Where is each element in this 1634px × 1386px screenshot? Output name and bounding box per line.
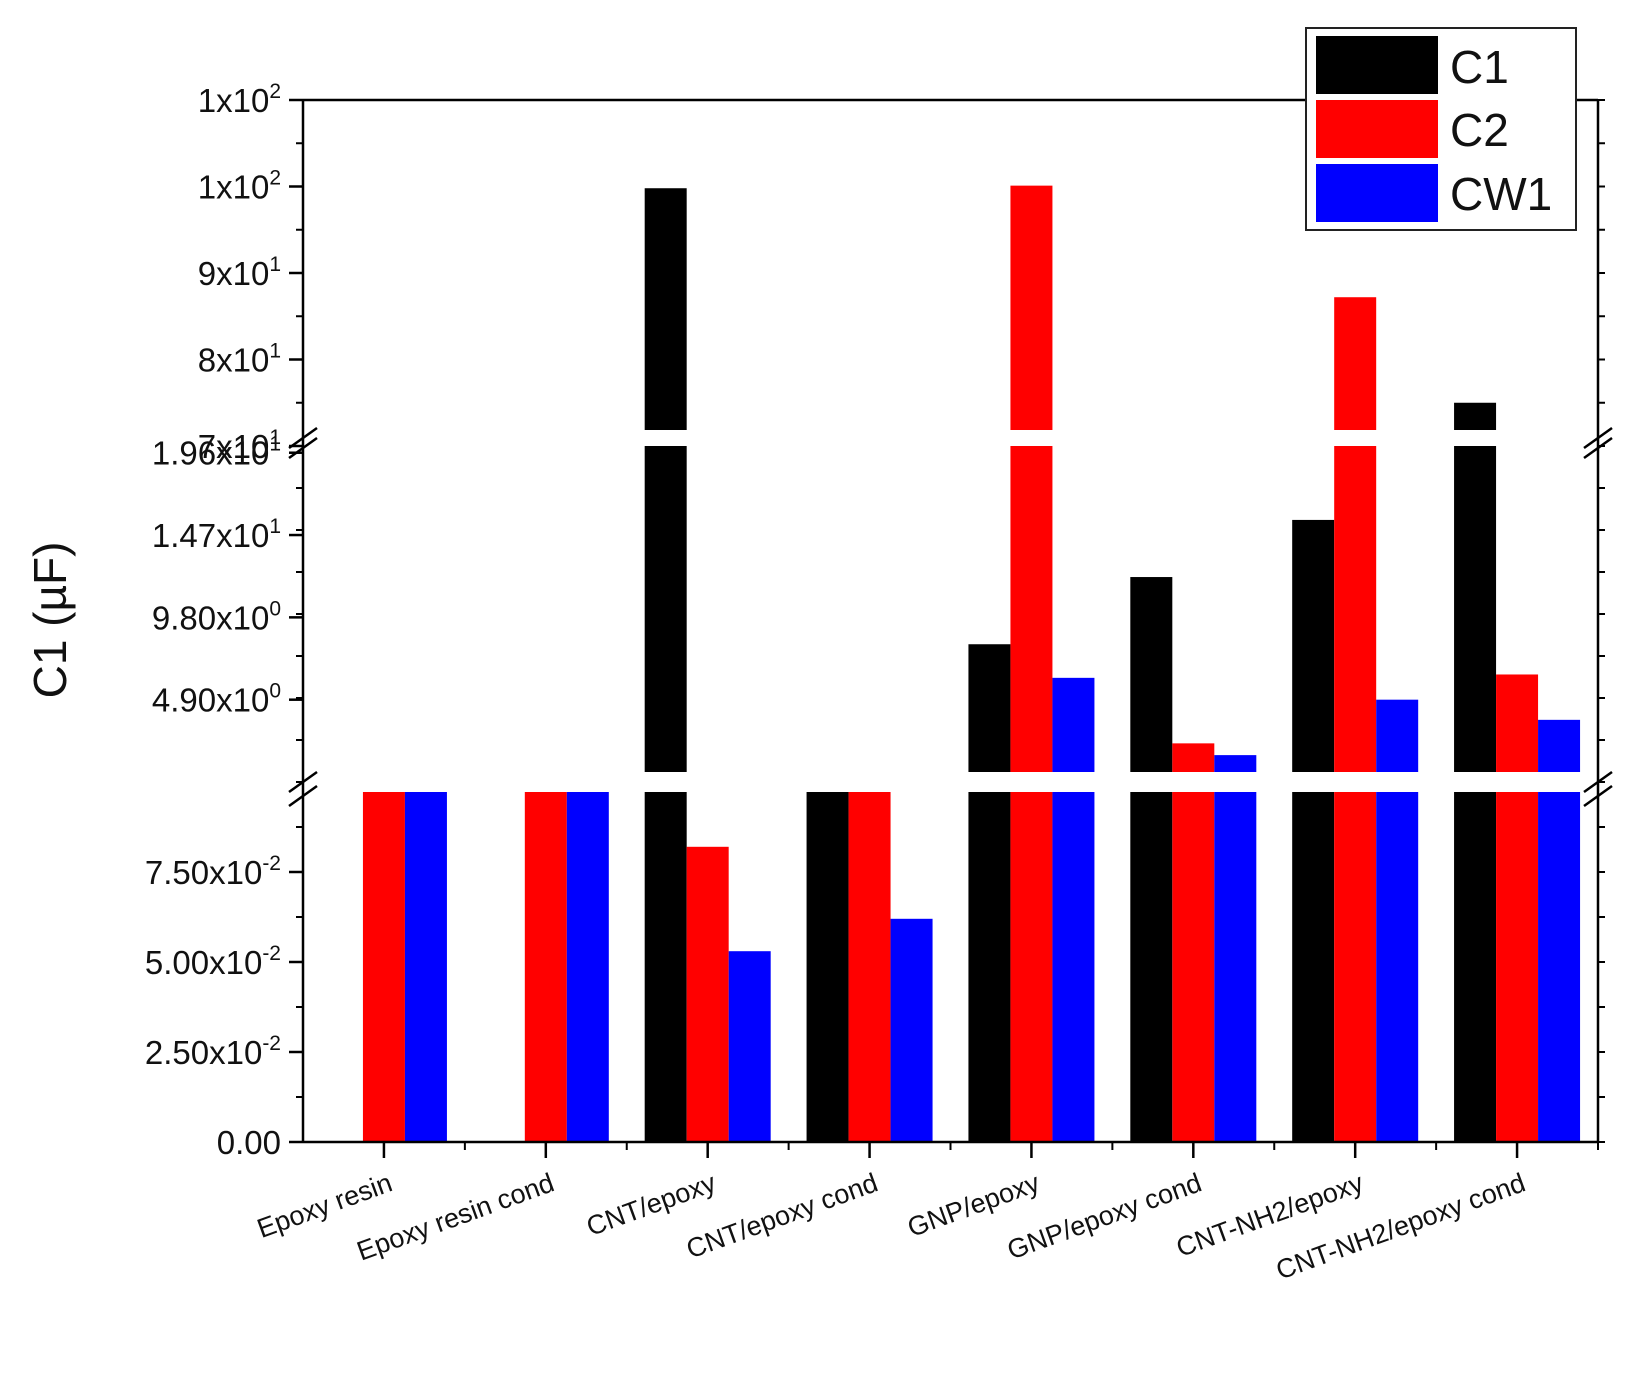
bar-c1-4-seg0 <box>968 782 1011 1142</box>
bar-c1-5-seg0 <box>1130 782 1173 1142</box>
bar-c1-2-seg2 <box>644 188 687 447</box>
bar-c2-7-seg0 <box>1496 782 1539 1142</box>
bar-c2-6-seg0 <box>1334 782 1377 1142</box>
bar-cw1-0-seg0 <box>404 782 447 1142</box>
bar-cw1-1-seg0 <box>566 782 609 1142</box>
legend-swatch-c1 <box>1316 36 1438 94</box>
bar-c2-4-seg1 <box>1010 446 1053 782</box>
bar-cw1-7-seg0 <box>1538 782 1581 1142</box>
legend-label-c1: C1 <box>1450 41 1509 93</box>
bar-cw1-5-seg0 <box>1214 782 1257 1142</box>
bar-c1-5-seg1 <box>1130 577 1173 782</box>
bar-c2-2-seg0 <box>686 846 729 1142</box>
bar-cw1-2-seg0 <box>728 951 771 1142</box>
bar-c1-2-seg1 <box>644 446 687 782</box>
bar-cw1-7-seg1 <box>1538 719 1581 782</box>
y-tick-label-1-1: 9.80x100 <box>152 597 281 636</box>
bar-c2-1-seg0 <box>524 782 567 1142</box>
bar-cw1-4-seg0 <box>1052 782 1095 1142</box>
y-tick-label-2-0: 7x101 <box>198 426 281 465</box>
bar-cw1-3-seg0 <box>890 918 933 1142</box>
y-tick-label-2-4: 1x102 <box>198 80 281 119</box>
legend: C1 C2 CW1 <box>1305 27 1577 231</box>
bar-c2-4-seg2 <box>1010 185 1053 446</box>
legend-swatch-cw1 <box>1316 164 1438 222</box>
bar-c1-7-seg1 <box>1454 446 1497 782</box>
legend-label-cw1: CW1 <box>1450 168 1552 220</box>
legend-swatch-c2 <box>1316 100 1438 158</box>
bar-c1-4-seg1 <box>968 644 1011 782</box>
y-tick-label-1-2: 1.47x101 <box>152 515 281 554</box>
y-tick-label-0-1: 2.50x10-2 <box>145 1032 281 1071</box>
bar-cw1-4-seg1 <box>1052 677 1095 782</box>
y-tick-label-0-0: 0.00 <box>217 1124 281 1161</box>
y-tick-label-1-0: 4.90x100 <box>152 680 281 719</box>
bar-cw1-6-seg0 <box>1376 782 1419 1142</box>
y-axis-title: C1 (µF) <box>24 542 76 699</box>
y-ticks <box>289 98 1605 1144</box>
y-tick-label-1-3: 1.96x101 <box>152 433 281 472</box>
y-tick-labels: 0.00 2.50x10-2 5.00x10-2 7.50x10-2 4.90x100 9… <box>145 80 281 1161</box>
bar-c1-3-seg0 <box>806 782 849 1142</box>
y-tick-label-2-3: 1x102 <box>198 167 281 206</box>
legend-label-c2: C2 <box>1450 104 1509 156</box>
bar-cw1-6-seg1 <box>1376 699 1419 782</box>
bar-c2-3-seg0 <box>848 782 891 1142</box>
bar-c1-7-seg0 <box>1454 782 1497 1142</box>
bar-c1-2-seg0 <box>644 782 687 1142</box>
bar-c2-6-seg1 <box>1334 446 1377 782</box>
bar-c2-0-seg0 <box>362 782 405 1142</box>
x-ticks <box>382 1142 1599 1158</box>
bar-c2-5-seg0 <box>1172 782 1215 1142</box>
axis-break-gap-1 <box>283 430 1618 446</box>
bar-c2-6-seg2 <box>1334 297 1377 446</box>
y-tick-label-2-2: 9x101 <box>198 253 281 292</box>
y-tick-label-0-3: 7.50x10-2 <box>145 852 281 891</box>
axis-break-gap-0 <box>283 772 1618 792</box>
bar-c2-7-seg1 <box>1496 674 1539 782</box>
y-tick-label-2-1: 8x101 <box>198 340 281 379</box>
bars-layer <box>362 185 1581 1142</box>
bar-c1-6-seg0 <box>1292 782 1335 1142</box>
bar-c2-4-seg0 <box>1010 782 1053 1142</box>
bar-c1-6-seg1 <box>1292 519 1335 782</box>
y-tick-label-0-2: 5.00x10-2 <box>145 942 281 981</box>
